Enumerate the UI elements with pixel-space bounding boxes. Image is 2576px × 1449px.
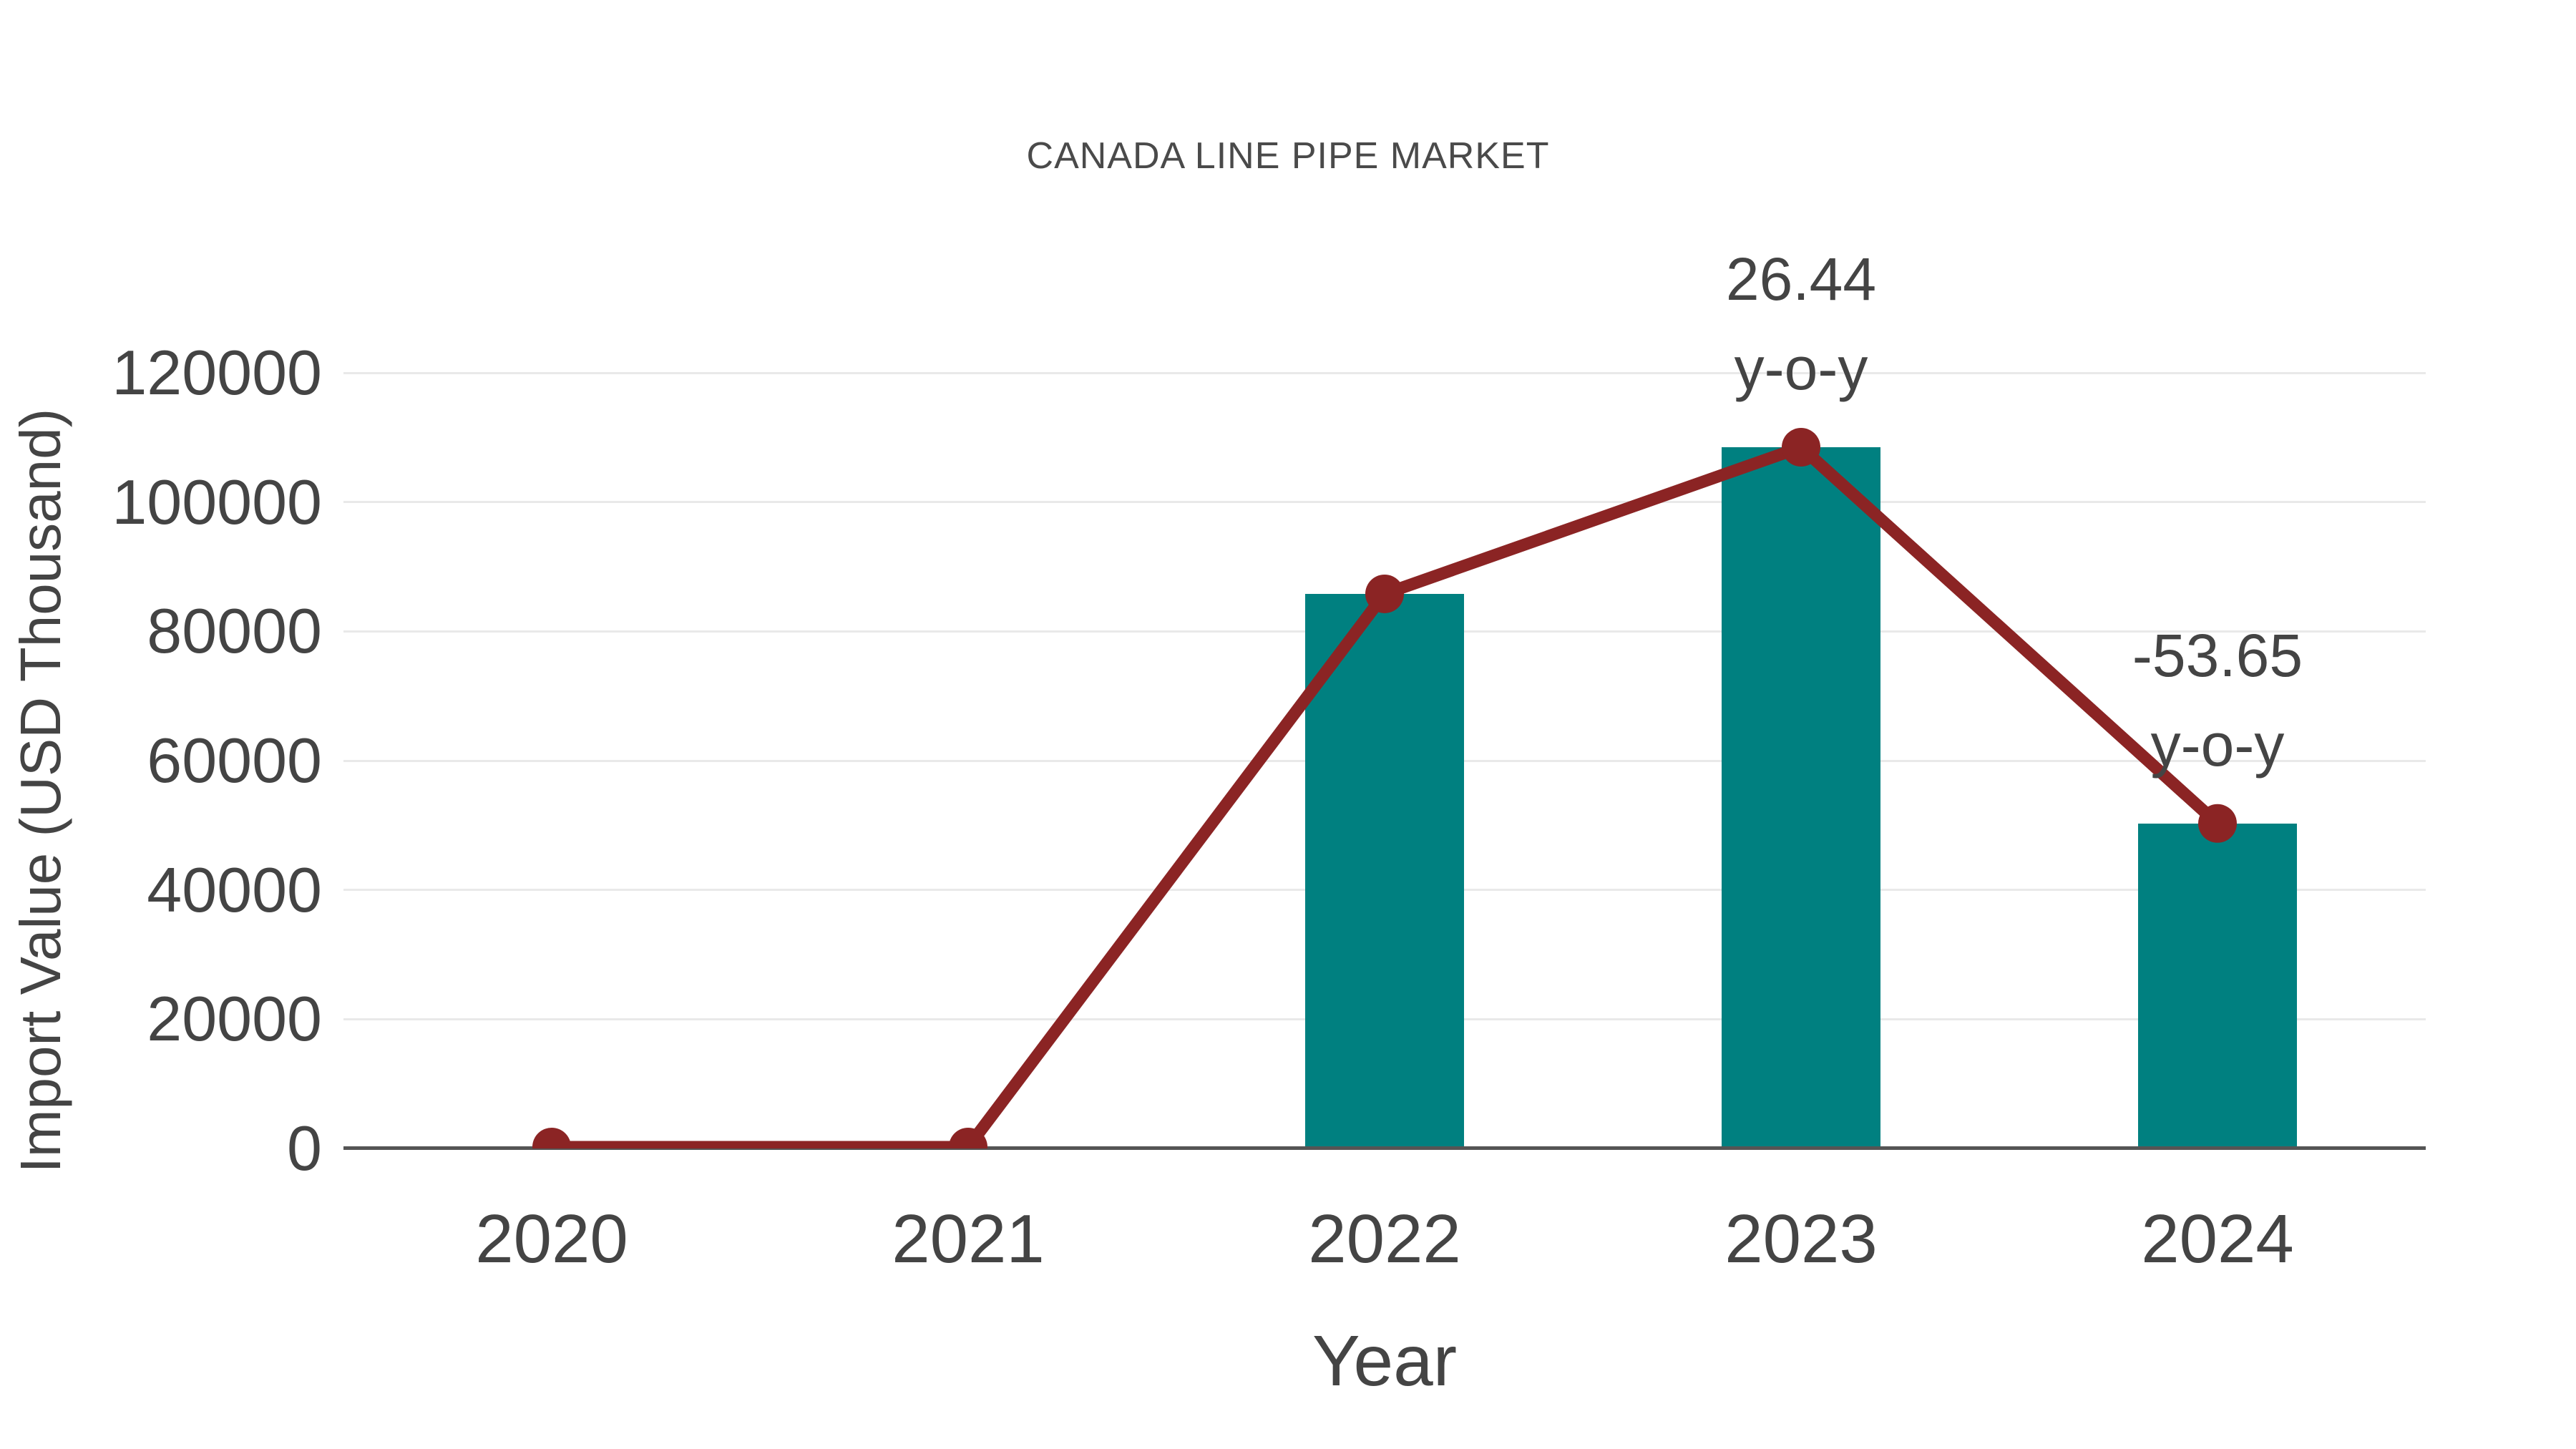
data-point-marker-2022 [1365,574,1404,613]
y-tick-label-20000: 20000 [147,983,322,1055]
y-tick-label-120000: 120000 [112,337,322,408]
data-point-marker-2024 [2198,804,2237,843]
bar-2023 [1722,447,1880,1148]
gridline-120000 [343,371,2426,374]
data-point-marker-2021 [949,1128,987,1148]
x-tick-label-2020: 2020 [475,1201,628,1277]
y-tick-label-0: 0 [287,1113,322,1184]
x-axis-line [343,1146,2426,1150]
y-tick-label-40000: 40000 [147,854,322,925]
x-tick-label-2023: 2023 [1724,1201,1878,1277]
y-tick-label-80000: 80000 [147,595,322,667]
trend-line-layer [532,428,2237,1148]
data-point-marker-2020 [532,1128,571,1148]
x-tick-label-2022: 2022 [1308,1201,1461,1277]
x-tick-label-2021: 2021 [892,1201,1045,1277]
gridline-100000 [343,501,2426,504]
data-point-marker-2023 [1782,428,1820,467]
x-tick-label-2024: 2024 [2141,1201,2294,1277]
y-tick-label-100000: 100000 [112,466,322,537]
yoy-annotation-2023: 26.44 y-o-y [1725,245,1877,403]
plot-area: 0 20000 40000 60000 80000 100000 120000 2020 202… [112,179,2426,1277]
bar-2022 [1305,593,1464,1148]
trend-line [552,440,2222,1148]
bar-2024 [2138,823,2297,1148]
chart-title: CANADA LINE PIPE MARKET [1026,135,1550,177]
y-tick-label-60000: 60000 [147,725,322,796]
yoy-annotation-2024: -53.65 y-o-y [2132,621,2303,779]
x-axis-title: Year [1312,1321,1458,1401]
